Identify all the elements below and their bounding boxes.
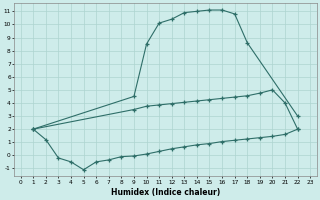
- X-axis label: Humidex (Indice chaleur): Humidex (Indice chaleur): [111, 188, 220, 197]
